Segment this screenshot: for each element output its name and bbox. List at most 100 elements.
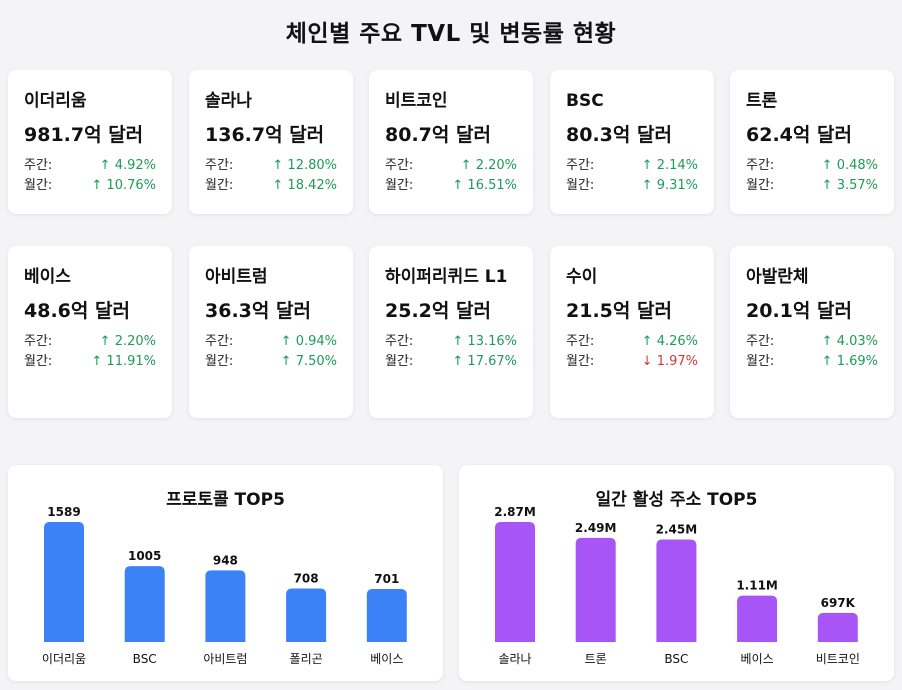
tvl-value: 136.7억 달러 bbox=[205, 124, 325, 146]
weekly-change-row: 주간: ↑ 2.20% bbox=[24, 332, 156, 352]
bar-value-label: 2.49M bbox=[575, 521, 617, 535]
bar-value-label: 1589 bbox=[47, 505, 80, 519]
chain-card: 이더리움 981.7억 달러 주간: ↑ 4.92% 월간: ↑ 10.76% bbox=[8, 70, 172, 214]
weekly-label: 주간: bbox=[385, 158, 414, 173]
monthly-change-row: 월간: ↑ 16.51% bbox=[385, 176, 517, 196]
monthly-change-row: 월간: ↑ 7.50% bbox=[205, 352, 337, 372]
bar bbox=[205, 570, 246, 642]
x-tick-label: 비트코인 bbox=[816, 652, 860, 666]
tvl-value: 25.2억 달러 bbox=[385, 300, 491, 322]
weekly-label: 주간: bbox=[385, 334, 414, 349]
monthly-label: 월간: bbox=[385, 178, 414, 193]
tvl-value: 20.1억 달러 bbox=[746, 300, 852, 322]
weekly-change: ↑ 4.92% bbox=[99, 158, 156, 173]
weekly-label: 주간: bbox=[205, 158, 234, 173]
x-tick-label: 폴리곤 bbox=[290, 652, 323, 666]
x-tick-label: BSC bbox=[133, 652, 157, 666]
x-tick-label: 아비트럼 bbox=[203, 652, 247, 666]
monthly-change-row: 월간: ↑ 10.76% bbox=[24, 176, 156, 196]
chain-name: 아비트럼 bbox=[205, 267, 268, 287]
weekly-change-row: 주간: ↑ 4.26% bbox=[566, 332, 698, 352]
chain-card: 하이퍼리퀴드 L1 25.2억 달러 주간: ↑ 13.16% 월간: ↑ 17.67% bbox=[369, 246, 533, 418]
weekly-change-row: 주간: ↑ 2.20% bbox=[385, 156, 517, 176]
monthly-label: 월간: bbox=[24, 354, 53, 369]
chart-title: 일간 활성 주소 TOP5 bbox=[595, 490, 758, 510]
chain-name: 솔라나 bbox=[205, 91, 252, 111]
chart-title: 프로토콜 TOP5 bbox=[166, 490, 285, 510]
weekly-change: ↑ 0.48% bbox=[821, 158, 878, 173]
x-tick-label: 트론 bbox=[585, 652, 607, 666]
monthly-change-row: 월간: ↓ 1.97% bbox=[566, 352, 698, 372]
bar bbox=[286, 588, 327, 642]
bar bbox=[656, 539, 697, 642]
weekly-label: 주간: bbox=[566, 334, 595, 349]
bar bbox=[44, 522, 84, 642]
chain-name: 비트코인 bbox=[385, 91, 448, 111]
page-title: 체인별 주요 TVL 및 변동률 현황 bbox=[285, 21, 617, 47]
chain-name: 베이스 bbox=[24, 267, 71, 287]
bar bbox=[575, 537, 616, 642]
tvl-value: 80.3억 달러 bbox=[566, 124, 672, 146]
tvl-value: 62.4억 달러 bbox=[746, 124, 852, 146]
bar-value-label: 2.87M bbox=[494, 505, 536, 519]
active-address-top5-chart: 2.87M 솔라나 2.49M 트론 2.45M BSC 1.11M 베이스 697K 비트코인 bbox=[494, 505, 860, 666]
x-tick-label: 솔라나 bbox=[498, 652, 531, 666]
monthly-label: 월간: bbox=[746, 354, 775, 369]
bar-value-label: 708 bbox=[294, 572, 319, 586]
weekly-change-row: 주간: ↑ 0.94% bbox=[205, 332, 337, 352]
active-address-top5-chart-card: 일간 활성 주소 TOP5 2.87M 솔라나 2.49M 트론 2.45M BSC 1.1… bbox=[459, 465, 894, 681]
weekly-change-row: 주간: ↑ 4.03% bbox=[746, 332, 878, 352]
monthly-change: ↑ 9.31% bbox=[641, 178, 698, 193]
weekly-label: 주간: bbox=[746, 334, 775, 349]
protocol-top5-chart-card: 프로토콜 TOP5 1589 이더리움 1005 BSC 948 아비트럼 708 폴리곤 70… bbox=[8, 465, 443, 681]
weekly-change-row: 주간: ↑ 0.48% bbox=[746, 156, 878, 176]
weekly-change: ↑ 2.20% bbox=[460, 158, 517, 173]
weekly-label: 주간: bbox=[24, 158, 53, 173]
weekly-label: 주간: bbox=[205, 334, 234, 349]
tvl-value: 48.6억 달러 bbox=[24, 300, 130, 322]
monthly-label: 월간: bbox=[205, 354, 234, 369]
bar-value-label: 948 bbox=[213, 553, 238, 567]
monthly-change-row: 월간: ↑ 18.42% bbox=[205, 176, 337, 196]
chain-name: 아발란체 bbox=[746, 267, 809, 287]
weekly-change: ↑ 12.80% bbox=[272, 158, 337, 173]
chain-name: 트론 bbox=[746, 91, 778, 111]
weekly-change: ↑ 2.20% bbox=[99, 334, 156, 349]
bar-value-label: 1005 bbox=[128, 549, 161, 563]
monthly-label: 월간: bbox=[24, 178, 53, 193]
weekly-change-row: 주간: ↑ 13.16% bbox=[385, 332, 517, 352]
chain-name: 수이 bbox=[566, 267, 598, 287]
chain-name: BSC bbox=[566, 91, 604, 111]
bar bbox=[817, 612, 858, 642]
monthly-change: ↑ 11.91% bbox=[91, 354, 156, 369]
monthly-label: 월간: bbox=[566, 354, 595, 369]
weekly-change: ↑ 13.16% bbox=[452, 334, 517, 349]
monthly-change-row: 월간: ↑ 17.67% bbox=[385, 352, 517, 372]
bar bbox=[366, 589, 407, 642]
chain-name: 이더리움 bbox=[24, 91, 87, 111]
x-tick-label: BSC bbox=[664, 652, 688, 666]
monthly-change: ↑ 7.50% bbox=[280, 354, 337, 369]
weekly-change: ↑ 0.94% bbox=[280, 334, 337, 349]
tvl-value: 36.3억 달러 bbox=[205, 300, 311, 322]
monthly-change: ↑ 3.57% bbox=[821, 178, 878, 193]
monthly-change: ↑ 10.76% bbox=[91, 178, 156, 193]
bar-value-label: 697K bbox=[821, 596, 856, 610]
monthly-label: 월간: bbox=[385, 354, 414, 369]
monthly-change: ↓ 1.97% bbox=[641, 354, 698, 369]
monthly-change-row: 월간: ↑ 1.69% bbox=[746, 352, 878, 372]
x-tick-label: 베이스 bbox=[741, 652, 774, 666]
weekly-label: 주간: bbox=[24, 334, 53, 349]
tvl-value: 21.5억 달러 bbox=[566, 300, 672, 322]
monthly-label: 월간: bbox=[746, 178, 775, 193]
bar bbox=[495, 522, 535, 642]
bar bbox=[737, 595, 778, 642]
monthly-change: ↑ 16.51% bbox=[452, 178, 517, 193]
tvl-value: 80.7억 달러 bbox=[385, 124, 491, 146]
